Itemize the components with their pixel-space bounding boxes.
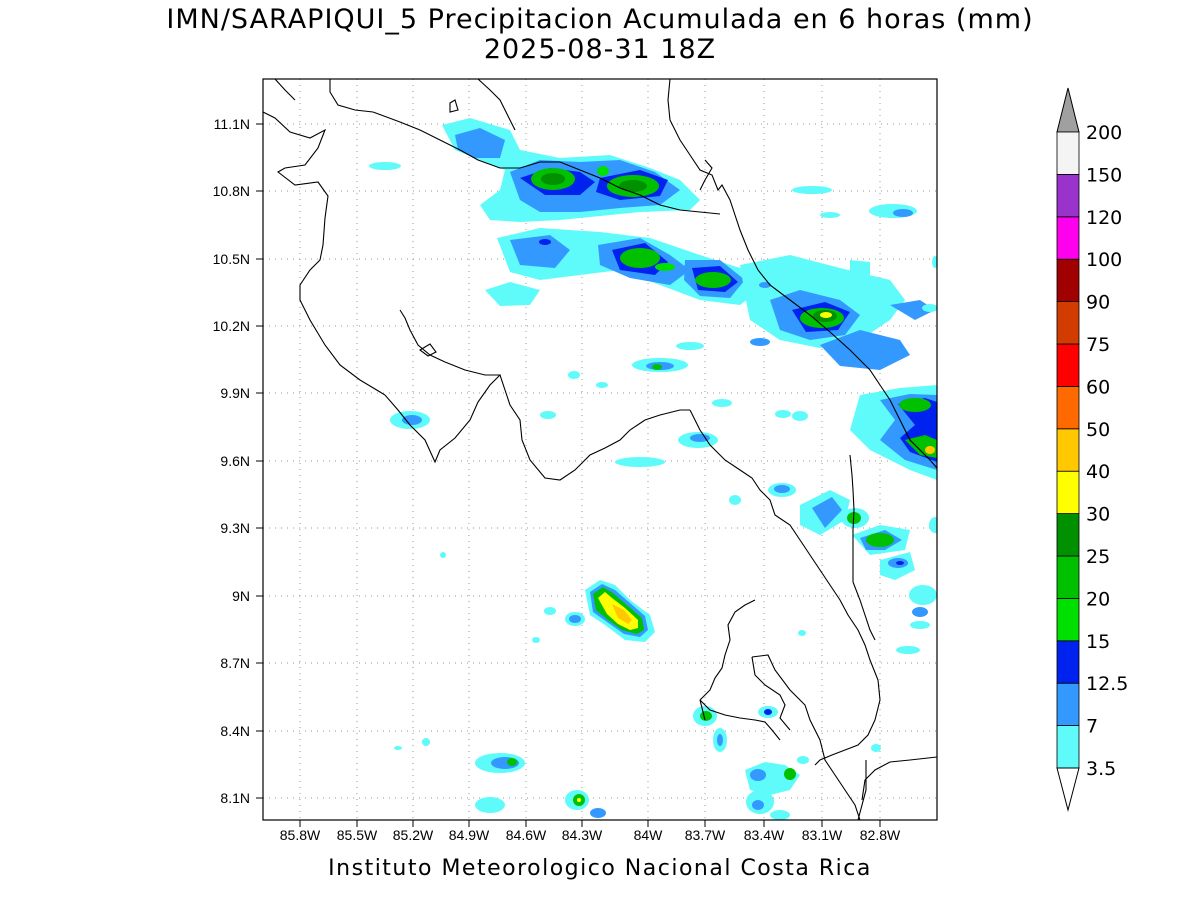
colorbar-label: 150	[1086, 164, 1122, 186]
colorbar-swatch	[1056, 385, 1080, 430]
colorbar-swatch	[1056, 216, 1080, 260]
lon-axis-labels: 85.8W 85.5W 85.2W 84.9W 84.6W 84.3W 84W …	[280, 827, 901, 843]
colorbar-label: 15	[1086, 631, 1110, 653]
colorbar-label: 30	[1086, 504, 1110, 526]
colorbar-under-triangle	[1056, 767, 1080, 812]
colorbar-label: 3.5	[1086, 758, 1116, 780]
colorbar-swatch	[1056, 513, 1080, 557]
map-frame	[262, 78, 938, 821]
map-subtitle: 2025-08-31 18Z	[483, 34, 717, 65]
lon-tick-label: 84.6W	[506, 827, 547, 843]
precipitation-field	[369, 118, 937, 820]
colorbar: 3.5 7 12.5 15 20 25 30 40 50 60 75 90 100 120 150 200	[1056, 87, 1128, 812]
tick-marks	[256, 123, 881, 827]
coastlines	[263, 79, 937, 820]
lat-axis-labels: 11.1N 10.8N 10.5N 10.2N 9.9N 9.6N 9.3N 9…	[213, 116, 250, 806]
colorbar-swatch	[1056, 470, 1080, 515]
colorbar-swatch	[1056, 131, 1080, 175]
lon-tick-label: 82.8W	[860, 827, 901, 843]
colorbar-label: 200	[1086, 122, 1122, 144]
map-title: IMN/SARAPIQUI_5 Precipitacion Acumulada …	[166, 4, 1034, 35]
lat-tick-label: 9N	[232, 588, 250, 604]
colorbar-labels: 3.5 7 12.5 15 20 25 30 40 50 60 75 90 100 120 150 200	[1086, 122, 1128, 780]
colorbar-swatch	[1056, 598, 1080, 642]
lat-tick-label: 8.1N	[220, 790, 250, 806]
lat-tick-label: 8.7N	[220, 655, 250, 671]
lon-tick-label: 84.3W	[562, 827, 603, 843]
colorbar-label: 12.5	[1086, 673, 1128, 695]
colorbar-swatch	[1056, 640, 1080, 684]
colorbar-label: 75	[1086, 334, 1110, 356]
colorbar-over-triangle	[1056, 87, 1080, 133]
lon-tick-label: 85.5W	[337, 827, 378, 843]
lat-tick-label: 10.5N	[213, 251, 250, 267]
colorbar-label: 25	[1086, 546, 1110, 568]
lon-tick-label: 85.2W	[393, 827, 434, 843]
colorbar-label: 20	[1086, 588, 1110, 610]
colorbar-swatches	[1056, 131, 1080, 769]
lat-tick-label: 9.6N	[220, 453, 250, 469]
colorbar-swatch	[1056, 258, 1080, 303]
colorbar-label: 50	[1086, 419, 1110, 441]
colorbar-swatch	[1056, 173, 1080, 218]
colorbar-label: 100	[1086, 249, 1122, 271]
colorbar-swatch	[1056, 428, 1080, 472]
colorbar-swatch	[1056, 725, 1080, 769]
colorbar-swatch	[1056, 555, 1080, 599]
lat-tick-label: 9.3N	[220, 520, 250, 536]
lon-tick-label: 83.7W	[685, 827, 726, 843]
lat-tick-label: 9.9N	[220, 385, 250, 401]
colorbar-label: 90	[1086, 292, 1110, 314]
lon-tick-label: 83.4W	[744, 827, 785, 843]
lat-tick-label: 8.4N	[220, 723, 250, 739]
lat-tick-label: 10.8N	[213, 183, 250, 199]
colorbar-swatch	[1056, 682, 1080, 727]
colorbar-label: 7	[1086, 716, 1098, 738]
lon-tick-label: 84W	[634, 827, 664, 843]
lon-tick-label: 83.1W	[802, 827, 843, 843]
colorbar-label: 40	[1086, 461, 1110, 483]
colorbar-label: 60	[1086, 376, 1110, 398]
lat-tick-label: 10.2N	[213, 318, 250, 334]
lat-tick-label: 11.1N	[214, 116, 250, 132]
footer-credit: Instituto Meteorologico Nacional Costa R…	[328, 856, 872, 881]
colorbar-swatch	[1056, 343, 1080, 387]
lon-tick-label: 85.8W	[280, 827, 321, 843]
colorbar-label: 120	[1086, 207, 1122, 229]
colorbar-swatch	[1056, 301, 1080, 345]
lon-tick-label: 84.9W	[449, 827, 490, 843]
